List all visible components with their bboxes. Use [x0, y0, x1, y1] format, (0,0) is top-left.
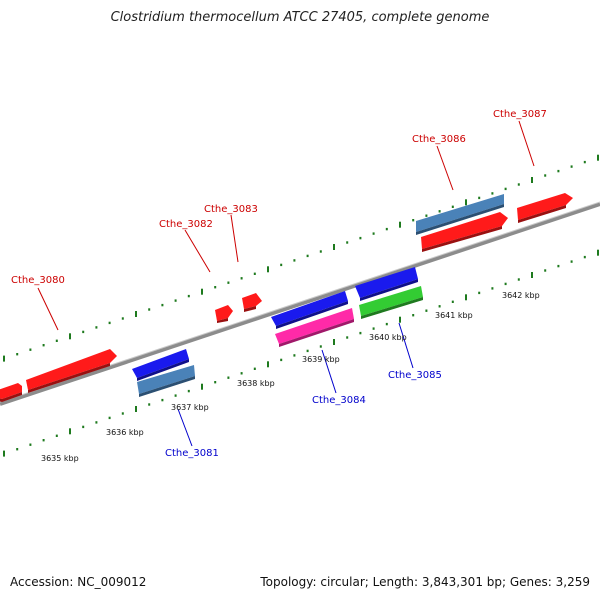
gene-feature-3086[interactable]: [421, 212, 508, 252]
scale-label-3638: 3638 kbp: [237, 379, 275, 388]
top-leader-lines: [37, 120, 535, 331]
gene-label-cthe-3082[interactable]: Cthe_3082: [159, 219, 213, 230]
genome-summary-text: Topology: circular; Length: 3,843,301 bp…: [260, 575, 590, 589]
scale-label-3637: 3637 kbp: [171, 403, 209, 412]
gene-label-cthe-3087[interactable]: Cthe_3087: [493, 109, 547, 120]
accession-text: Accession: NC_009012: [10, 575, 147, 589]
gene-feature-3087[interactable]: [517, 193, 573, 223]
scale-label-3642: 3642 kbp: [502, 291, 540, 300]
gene-feature-3081[interactable]: [137, 365, 195, 397]
gene-label-cthe-3086[interactable]: Cthe_3086: [412, 134, 466, 145]
scale-label-3635: 3635 kbp: [41, 454, 79, 463]
gene-label-cthe-3081[interactable]: Cthe_3081: [165, 448, 219, 459]
scale-label-3640: 3640 kbp: [369, 333, 407, 342]
bottom-leader-lines: [177, 322, 414, 447]
scale-label-3641: 3641 kbp: [435, 311, 473, 320]
gene-feature-3084[interactable]: [275, 308, 354, 347]
gene-feature-3085-blue[interactable]: [355, 267, 418, 301]
gene-feature-3081-blue[interactable]: [132, 349, 189, 381]
gene-feature-3082[interactable]: [215, 305, 233, 323]
gene-label-cthe-3085[interactable]: Cthe_3085: [388, 370, 442, 381]
bottom-tick-track: [3, 249, 599, 457]
gene-feature-3079[interactable]: [0, 383, 22, 402]
gene-feature-3084-blue[interactable]: [271, 291, 348, 329]
gene-label-cthe-3083[interactable]: Cthe_3083: [204, 204, 258, 215]
gene-label-cthe-3084[interactable]: Cthe_3084: [312, 395, 366, 406]
scale-label-3636: 3636 kbp: [106, 428, 144, 437]
gene-feature-3080[interactable]: [26, 349, 117, 393]
genome-backbone: [0, 202, 600, 406]
gene-feature-3083[interactable]: [242, 293, 262, 312]
gene-feature-3085[interactable]: [359, 286, 423, 319]
gene-label-cthe-3080[interactable]: Cthe_3080: [11, 275, 65, 286]
top-tick-track: [3, 154, 599, 362]
scale-label-3639: 3639 kbp: [302, 355, 340, 364]
map-title: Clostridium thermocellum ATCC 27405, com…: [110, 10, 490, 25]
gene-feature-3086-steel[interactable]: [416, 194, 504, 235]
